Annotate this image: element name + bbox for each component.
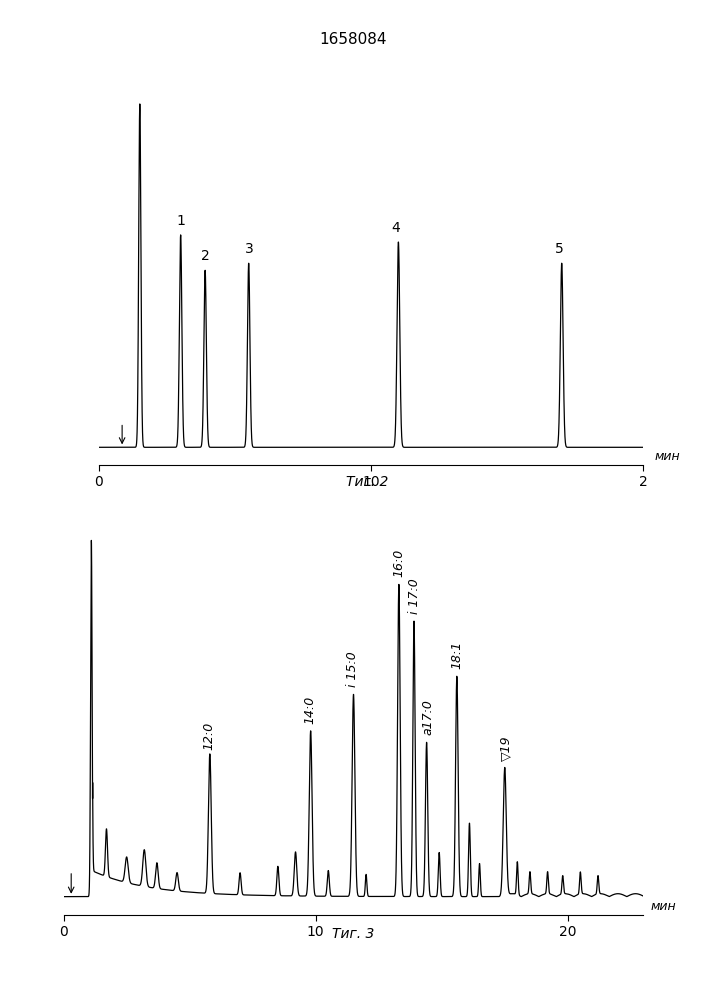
Text: 12:0: 12:0 — [202, 721, 215, 750]
Text: 16:0: 16:0 — [392, 549, 406, 577]
Text: 14:0: 14:0 — [303, 696, 316, 724]
Text: 18:1: 18:1 — [450, 641, 464, 669]
Text: i 17:0: i 17:0 — [408, 578, 421, 614]
Text: мин: мин — [651, 900, 677, 913]
Text: 1: 1 — [177, 214, 185, 228]
Text: i 15:0: i 15:0 — [346, 652, 359, 687]
Text: 5: 5 — [555, 242, 563, 256]
Text: 4: 4 — [392, 221, 400, 235]
Text: 1658084: 1658084 — [320, 32, 387, 47]
Text: Τиг. 2: Τиг. 2 — [346, 475, 389, 489]
Text: мин: мин — [654, 450, 680, 463]
Text: 2: 2 — [201, 249, 210, 263]
Text: Τиг. 3: Τиг. 3 — [332, 927, 375, 941]
Text: ▽19: ▽19 — [500, 735, 513, 761]
Text: a17:0: a17:0 — [421, 699, 435, 735]
Text: 3: 3 — [245, 242, 253, 256]
